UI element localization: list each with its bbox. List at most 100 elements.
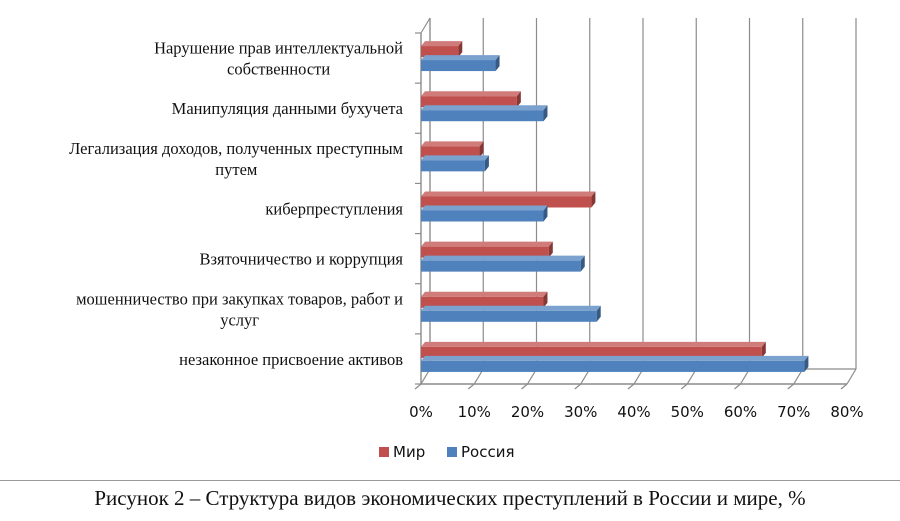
bar-side-face (543, 105, 548, 122)
legend-label: Россия (461, 443, 515, 461)
x-tick-label: 80% (830, 403, 863, 421)
bar-front-face (421, 260, 581, 272)
category-label: незаконное присвоение активов (179, 350, 403, 369)
bar-side-face (516, 91, 521, 108)
legend-swatch (447, 447, 457, 457)
x-tick (680, 383, 688, 390)
bar-top-face (421, 241, 553, 247)
x-tick (467, 383, 475, 390)
legend-item: Мир (379, 443, 425, 461)
bar-russia (421, 55, 500, 72)
bar-russia (421, 255, 585, 272)
bar-mir (421, 241, 553, 258)
bar-russia (421, 355, 809, 372)
bar-front-face (421, 46, 459, 58)
bar-side-face (761, 341, 766, 358)
x-tick-label: 10% (458, 403, 491, 421)
legend: Мир Россия (379, 443, 515, 461)
floor-tick (846, 368, 857, 385)
bar-side-face (495, 55, 500, 72)
bar-top-face (421, 305, 601, 311)
category-label: собственности (227, 60, 330, 79)
bar-top-face (421, 341, 766, 347)
bar-russia (421, 105, 548, 122)
x-tick (414, 383, 422, 390)
bar-russia (421, 305, 601, 322)
bar-mir (421, 41, 463, 58)
bar-top-face (421, 141, 484, 147)
x-tick (840, 383, 848, 390)
bar-front-face (421, 246, 549, 258)
bar-front-face (421, 210, 544, 222)
category-label: мошенничество при закупках товаров, рабо… (76, 289, 403, 308)
x-tick-label: 20% (511, 403, 544, 421)
bar-front-face (421, 160, 485, 172)
bar-front-face (421, 310, 597, 322)
x-tick (627, 383, 635, 390)
bar-top-face (421, 91, 521, 97)
bar-mir (421, 91, 521, 108)
bar-side-face (479, 141, 484, 158)
bar-front-face (421, 196, 592, 208)
legend-label: Мир (393, 443, 425, 461)
x-tick-label: 70% (777, 403, 810, 421)
bar-russia (421, 205, 548, 222)
bar-top-face (421, 291, 548, 297)
x-tick-label: 30% (564, 403, 597, 421)
bar-front-face (421, 360, 805, 372)
x-tick (574, 383, 582, 390)
bar-side-face (580, 255, 585, 272)
bars (421, 41, 809, 372)
bar-front-face (421, 60, 496, 72)
category-label: услуг (220, 310, 259, 329)
x-tick-label: 60% (724, 403, 757, 421)
category-label: Нарушение прав интеллектуальной (154, 39, 403, 58)
bar-mir (421, 291, 548, 308)
bar-top-face (421, 155, 489, 161)
bar-mir (421, 141, 484, 158)
bar-top-face (421, 105, 548, 111)
category-label: путем (215, 160, 258, 179)
bar-front-face (421, 346, 762, 358)
bar-side-face (458, 41, 463, 58)
bar-top-face (421, 355, 809, 361)
x-tick (787, 383, 795, 390)
bar-front-face (421, 110, 544, 122)
caption-divider (0, 480, 900, 481)
x-tick (734, 383, 741, 390)
figure-caption: Рисунок 2 – Структура видов экономически… (94, 486, 806, 510)
bar-side-face (543, 291, 548, 308)
legend-item: Россия (447, 443, 515, 461)
x-tick (521, 383, 528, 390)
bar-front-face (421, 296, 544, 308)
bar-top-face (421, 41, 463, 47)
bar-top-face (421, 255, 585, 261)
legend-swatch (379, 447, 389, 457)
bar-russia (421, 155, 489, 172)
bar-side-face (548, 241, 553, 258)
axes (414, 17, 848, 390)
category-labels: Нарушение прав интеллектуальной собственн… (69, 39, 404, 369)
category-label: Манипуляция данными бухучета (172, 99, 404, 118)
bar-top-face (421, 205, 548, 211)
side-wall-edge (420, 17, 431, 34)
category-label: Взяточничество и коррупция (199, 250, 403, 269)
bar-mir (421, 341, 766, 358)
bar-top-face (421, 55, 500, 61)
bar-mir (421, 191, 596, 208)
x-tick-label: 50% (671, 403, 704, 421)
bar-top-face (421, 191, 596, 197)
bar-side-face (484, 155, 489, 172)
bar-side-face (543, 205, 548, 222)
bar-side-face (596, 305, 601, 322)
category-label: Легализация доходов, полученных преступн… (69, 139, 403, 158)
category-label: киберпреступления (265, 200, 403, 219)
x-tick-label: 0% (409, 403, 433, 421)
x-tick-label: 40% (617, 403, 650, 421)
bar-front-face (421, 96, 517, 108)
bar-side-face (804, 355, 809, 372)
bar-front-face (421, 146, 480, 158)
bar-side-face (591, 191, 596, 208)
x-tick-labels: 0% 10% 20% 30% 40% 50% 60% 70% 80% (409, 403, 864, 421)
bar-chart: Нарушение прав интеллектуальной собственн… (69, 17, 864, 461)
